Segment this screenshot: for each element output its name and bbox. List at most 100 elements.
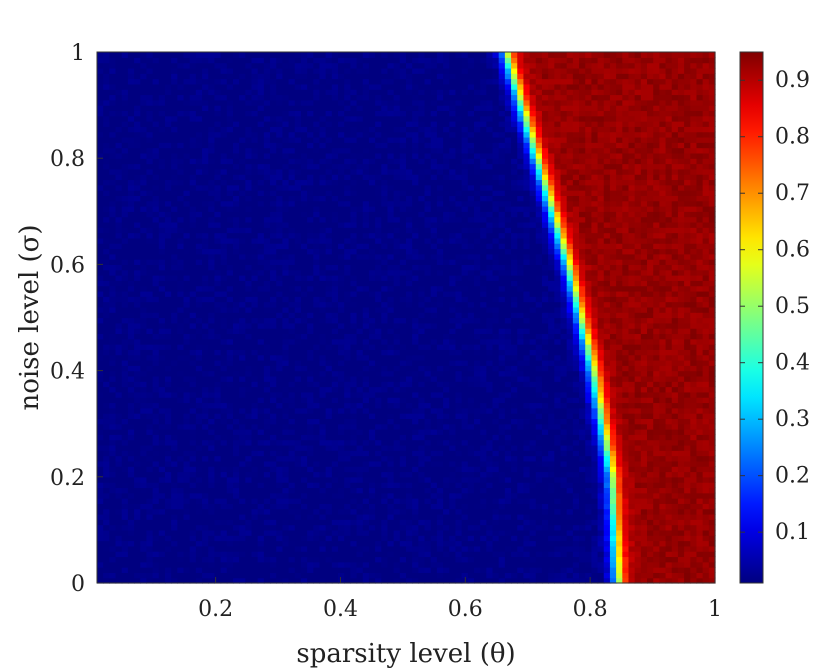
heatmap-cell bbox=[202, 529, 209, 536]
heatmap-cell bbox=[603, 439, 611, 446]
heatmap-cell bbox=[579, 498, 586, 504]
heatmap-cell bbox=[177, 386, 185, 393]
heatmap-cell bbox=[591, 455, 599, 462]
heatmap-cell bbox=[467, 349, 475, 356]
heatmap-cell bbox=[134, 498, 141, 504]
heatmap-cell bbox=[257, 354, 265, 361]
heatmap-cell bbox=[189, 503, 197, 510]
heatmap-cell bbox=[319, 333, 327, 340]
heatmap-cell bbox=[609, 561, 617, 568]
heatmap-cell bbox=[480, 444, 487, 451]
heatmap-cell bbox=[455, 556, 463, 563]
heatmap-cell bbox=[183, 370, 191, 377]
heatmap-cell bbox=[461, 381, 469, 388]
heatmap-cell bbox=[307, 317, 314, 324]
heatmap-cell bbox=[628, 561, 636, 568]
heatmap-cell bbox=[690, 508, 698, 515]
heatmap-cell bbox=[418, 418, 426, 425]
heatmap-cell bbox=[208, 524, 216, 531]
heatmap-cell bbox=[300, 413, 308, 419]
heatmap-cell bbox=[406, 439, 413, 446]
heatmap-cell bbox=[424, 498, 432, 504]
heatmap-cell bbox=[109, 381, 117, 388]
heatmap-cell bbox=[523, 567, 531, 573]
heatmap-cell bbox=[622, 375, 630, 382]
heatmap-cell bbox=[362, 328, 370, 335]
heatmap-cell bbox=[566, 476, 574, 483]
heatmap-cell bbox=[307, 402, 314, 409]
heatmap-cell bbox=[195, 524, 203, 531]
heatmap-cell bbox=[461, 375, 469, 382]
heatmap-cell bbox=[338, 381, 345, 388]
heatmap-cell bbox=[560, 328, 568, 335]
heatmap-cell bbox=[140, 434, 148, 441]
heatmap-cell bbox=[616, 434, 623, 441]
heatmap-cell bbox=[430, 370, 438, 377]
heatmap-cell bbox=[362, 466, 370, 473]
heatmap-cell bbox=[690, 344, 698, 350]
heatmap-cell bbox=[591, 386, 599, 393]
heatmap-cell bbox=[677, 572, 685, 579]
heatmap-cell bbox=[647, 338, 654, 345]
heatmap-cell bbox=[597, 429, 605, 435]
heatmap-cell bbox=[220, 418, 228, 425]
heatmap-cell bbox=[368, 413, 376, 419]
heatmap-cell bbox=[171, 476, 178, 483]
heatmap-cell bbox=[566, 386, 574, 393]
heatmap-cell bbox=[325, 344, 333, 350]
heatmap-cell bbox=[436, 418, 444, 425]
heatmap-cell bbox=[146, 418, 154, 425]
heatmap-cell bbox=[455, 407, 463, 414]
heatmap-cell bbox=[616, 322, 623, 329]
heatmap-cell bbox=[171, 450, 178, 457]
heatmap-cell bbox=[171, 503, 178, 510]
heatmap-cell bbox=[399, 322, 407, 329]
heatmap-cell bbox=[560, 503, 568, 510]
heatmap-cell bbox=[634, 317, 642, 324]
heatmap-cell bbox=[579, 551, 586, 558]
heatmap-cell bbox=[517, 466, 525, 473]
heatmap-cell bbox=[640, 450, 648, 457]
heatmap-cell bbox=[541, 545, 549, 552]
heatmap-cell bbox=[424, 471, 432, 478]
heatmap-cell bbox=[307, 492, 314, 499]
heatmap-cell bbox=[140, 359, 148, 366]
heatmap-cell bbox=[127, 577, 135, 584]
heatmap-cell bbox=[455, 333, 463, 340]
heatmap-cell bbox=[282, 439, 290, 446]
heatmap-cell bbox=[115, 450, 123, 457]
heatmap-cell bbox=[183, 365, 191, 372]
heatmap-cell bbox=[319, 349, 327, 356]
heatmap-cell bbox=[585, 460, 592, 467]
heatmap-cell bbox=[529, 397, 537, 404]
heatmap-cell bbox=[288, 344, 296, 350]
heatmap-cell bbox=[535, 370, 543, 377]
heatmap-cell bbox=[492, 413, 500, 419]
heatmap-cell bbox=[671, 434, 679, 441]
heatmap-cell bbox=[127, 513, 135, 520]
heatmap-cell bbox=[647, 402, 654, 409]
heatmap-cell bbox=[473, 572, 481, 579]
heatmap-cell bbox=[572, 524, 580, 531]
heatmap-cell bbox=[127, 429, 135, 435]
heatmap-cell bbox=[393, 535, 401, 542]
heatmap-cell bbox=[245, 487, 253, 494]
heatmap-cell bbox=[412, 386, 419, 393]
heatmap-cell bbox=[424, 338, 432, 345]
heatmap-cell bbox=[313, 370, 321, 377]
heatmap-cell bbox=[239, 460, 246, 467]
heatmap-cell bbox=[523, 513, 531, 520]
heatmap-cell bbox=[461, 322, 469, 329]
heatmap-cell bbox=[628, 540, 636, 547]
heatmap-cell bbox=[294, 359, 302, 366]
heatmap-cell bbox=[294, 397, 302, 404]
heatmap-cell bbox=[473, 365, 481, 372]
heatmap-cell bbox=[220, 402, 228, 409]
heatmap-cell bbox=[579, 365, 586, 372]
heatmap-cell bbox=[226, 413, 234, 419]
heatmap-cell bbox=[665, 370, 673, 377]
heatmap-cell bbox=[300, 434, 308, 441]
heatmap-cell bbox=[548, 524, 555, 531]
heatmap-cell bbox=[344, 508, 351, 515]
heatmap-cell bbox=[486, 487, 494, 494]
